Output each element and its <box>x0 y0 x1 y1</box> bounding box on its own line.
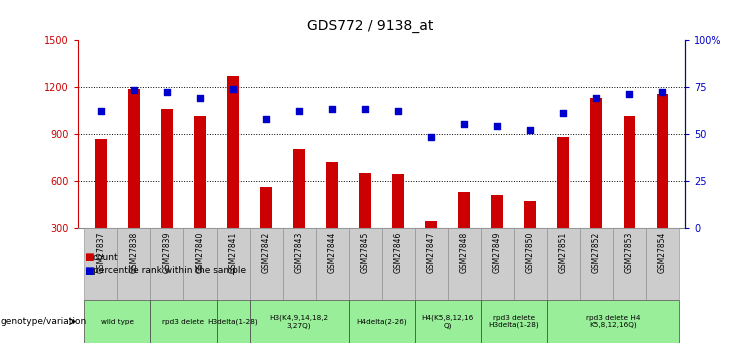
Text: GSM27841: GSM27841 <box>228 231 238 273</box>
Bar <box>547 300 679 343</box>
Point <box>326 107 338 112</box>
Bar <box>316 228 348 300</box>
Text: genotype/variation: genotype/variation <box>1 317 87 326</box>
Bar <box>162 109 173 275</box>
Text: GSM27854: GSM27854 <box>658 231 667 273</box>
Text: H4delta(2-26): H4delta(2-26) <box>356 318 407 325</box>
Text: GSM27838: GSM27838 <box>130 231 139 273</box>
Text: GDS772 / 9138_at: GDS772 / 9138_at <box>308 19 433 33</box>
Text: GSM27839: GSM27839 <box>162 231 171 273</box>
Text: ■: ■ <box>84 266 93 276</box>
Bar <box>557 137 569 275</box>
Bar <box>415 228 448 300</box>
Bar <box>481 300 547 343</box>
Bar <box>359 173 371 275</box>
Text: GSM27844: GSM27844 <box>328 231 336 273</box>
Bar <box>514 228 547 300</box>
Bar <box>150 228 184 300</box>
Point <box>227 86 239 91</box>
Bar <box>250 300 348 343</box>
Text: percentile rank within the sample: percentile rank within the sample <box>93 266 246 275</box>
Text: H4(K5,8,12,16
Q): H4(K5,8,12,16 Q) <box>422 315 473 329</box>
Point <box>161 90 173 95</box>
Point <box>525 127 536 133</box>
Bar <box>481 228 514 300</box>
Point <box>392 108 404 114</box>
Bar <box>425 221 437 275</box>
Bar <box>326 162 338 275</box>
Bar <box>348 300 415 343</box>
Text: GSM27845: GSM27845 <box>361 231 370 273</box>
Bar <box>117 228 150 300</box>
Bar <box>293 149 305 275</box>
Point <box>359 107 371 112</box>
Bar <box>547 228 579 300</box>
Text: GSM27840: GSM27840 <box>196 231 205 273</box>
Text: wild type: wild type <box>101 319 134 325</box>
Text: GSM27849: GSM27849 <box>493 231 502 273</box>
Point <box>293 108 305 114</box>
Point <box>128 88 140 93</box>
Bar <box>260 187 272 275</box>
Text: ■: ■ <box>84 252 93 262</box>
Bar <box>84 228 117 300</box>
Text: GSM27848: GSM27848 <box>459 231 468 273</box>
Text: H3(K4,9,14,18,2
3,27Q): H3(K4,9,14,18,2 3,27Q) <box>270 315 328 329</box>
Bar <box>382 228 415 300</box>
Text: rpd3 delete: rpd3 delete <box>162 319 205 325</box>
Point <box>557 110 569 116</box>
Bar <box>194 117 206 275</box>
Bar <box>525 201 536 275</box>
Bar <box>623 117 635 275</box>
Bar <box>150 300 216 343</box>
Point <box>260 116 272 121</box>
Bar <box>282 228 316 300</box>
Bar <box>448 228 481 300</box>
Text: count: count <box>93 253 119 262</box>
Bar <box>491 195 503 275</box>
Text: GSM27853: GSM27853 <box>625 231 634 273</box>
Bar <box>227 76 239 275</box>
Point <box>657 90 668 95</box>
Bar <box>128 89 140 275</box>
Text: GSM27842: GSM27842 <box>262 231 270 273</box>
Bar <box>591 98 602 275</box>
Bar <box>216 300 250 343</box>
Text: GSM27850: GSM27850 <box>525 231 535 273</box>
Bar <box>459 192 470 275</box>
Point <box>425 135 437 140</box>
Text: GSM27837: GSM27837 <box>96 231 105 273</box>
Text: GSM27846: GSM27846 <box>393 231 402 273</box>
Text: GSM27852: GSM27852 <box>592 231 601 273</box>
Point <box>95 108 107 114</box>
Bar <box>579 228 613 300</box>
Bar <box>184 228 216 300</box>
Bar <box>415 300 481 343</box>
Text: GSM27843: GSM27843 <box>295 231 304 273</box>
Bar <box>250 228 282 300</box>
Text: rpd3 delete H4
K5,8,12,16Q): rpd3 delete H4 K5,8,12,16Q) <box>585 315 640 328</box>
Bar <box>392 174 404 275</box>
Point <box>591 95 602 101</box>
Text: GSM27847: GSM27847 <box>427 231 436 273</box>
Text: GSM27851: GSM27851 <box>559 231 568 273</box>
Bar <box>646 228 679 300</box>
Point <box>194 95 206 101</box>
Text: H3delta(1-28): H3delta(1-28) <box>207 318 259 325</box>
Bar <box>348 228 382 300</box>
Point <box>458 121 470 127</box>
Bar <box>84 300 150 343</box>
Bar <box>95 139 107 275</box>
Point <box>623 91 635 97</box>
Bar <box>216 228 250 300</box>
Text: rpd3 delete
H3delta(1-28): rpd3 delete H3delta(1-28) <box>488 315 539 328</box>
Point <box>491 124 503 129</box>
Bar <box>613 228 646 300</box>
Bar <box>657 94 668 275</box>
